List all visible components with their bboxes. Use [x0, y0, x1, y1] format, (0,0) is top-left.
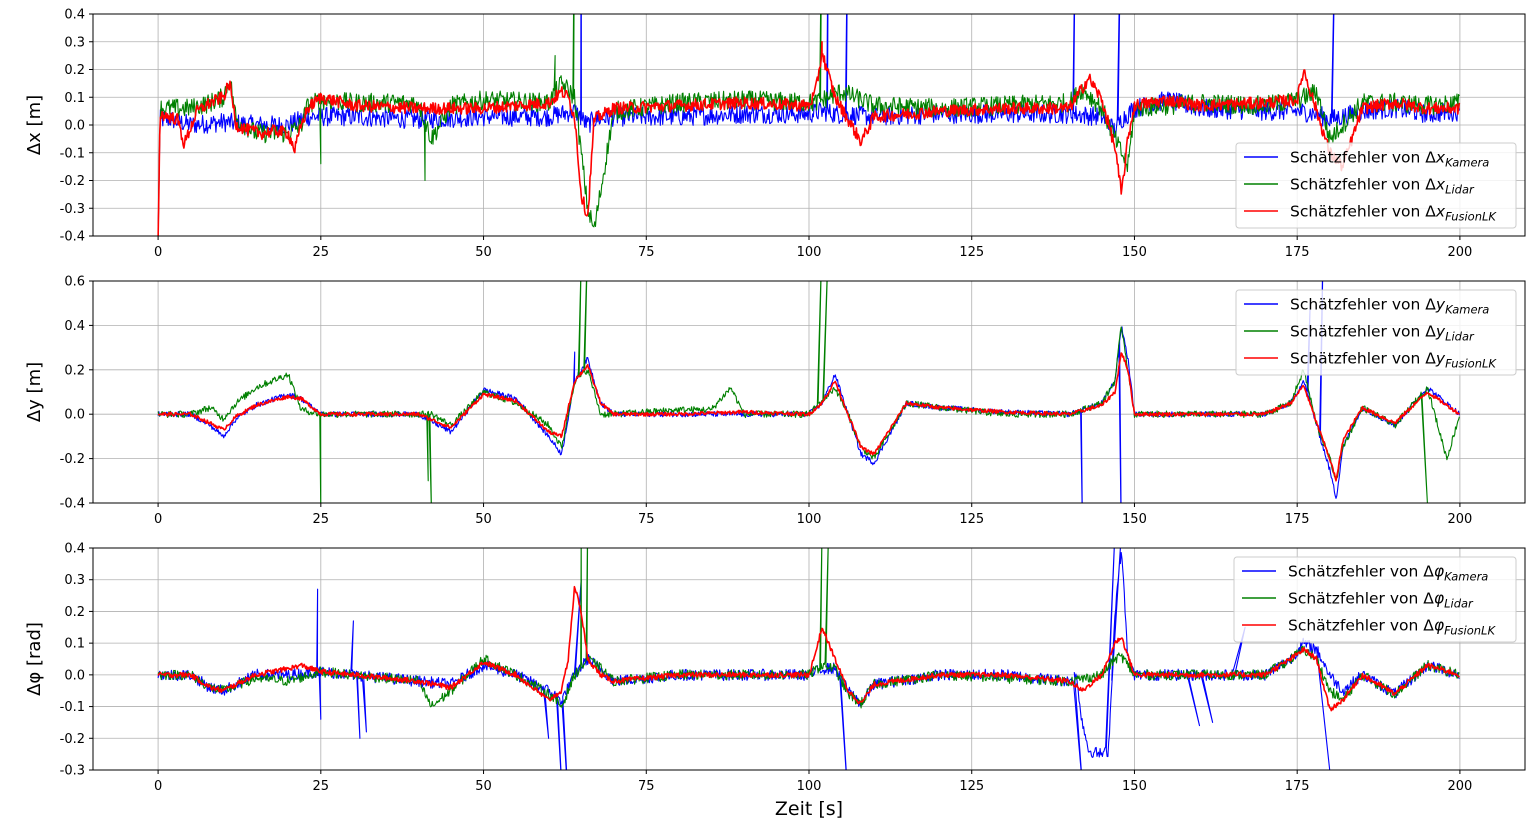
x-tick-label: 75: [638, 245, 655, 260]
legend: Schätzfehler von ΔyKamera Schätzfehler vo…: [1235, 289, 1517, 376]
y-tick-label: 0.0: [64, 408, 85, 423]
y-tick-label: -0.1: [60, 700, 85, 715]
legend-entry-lidar: Schätzfehler von ΔxLidar: [1290, 176, 1475, 197]
x-tick-label: 175: [1285, 779, 1310, 794]
x-tick-label: 150: [1122, 245, 1147, 260]
x-tick-label: 125: [959, 779, 984, 794]
x-tick-label: 150: [1122, 779, 1147, 794]
x-tick-label: 25: [313, 512, 330, 527]
x-tick-label: 200: [1447, 779, 1472, 794]
panel-2: 0 25 50 75 100 125 150 175 200 -0.4 -0.2 0.0 0.2 0.4 0…: [24, 275, 1526, 528]
legend-entry-lidar: Schätzfehler von ΔyLidar: [1290, 323, 1475, 344]
series-group: [157, 548, 1460, 770]
y-tick-label: 0.2: [64, 63, 85, 78]
y-tick-label: -0.4: [60, 497, 85, 512]
x-tick-label: 175: [1285, 512, 1310, 527]
legend-box: [1235, 289, 1517, 376]
x-tick-label: 125: [959, 245, 984, 260]
x-tick-label: 125: [959, 512, 984, 527]
series-group: [157, 281, 1460, 503]
y-tick-label: 0.0: [64, 668, 85, 683]
y-tick-label: 0.2: [64, 605, 85, 620]
series-group: [157, 14, 1461, 236]
legend-entry-kamera: Schätzfehler von ΔφKamera: [1288, 563, 1488, 584]
y-tick-label: -0.4: [60, 230, 85, 245]
series-line-kamera: [157, 14, 1460, 234]
y-tick-label: 0.4: [64, 8, 85, 23]
ticks: 0 25 50 75 100 125 150 175 200 -0.3 -0.2 -0.1 0.0 0.1…: [60, 542, 1473, 795]
x-tick-label: 100: [797, 245, 822, 260]
y-tick-label: 0.6: [64, 275, 85, 290]
y-tick-label: -0.2: [60, 452, 85, 467]
x-tick-label: 175: [1285, 245, 1310, 260]
y-tick-label: -0.2: [60, 174, 85, 189]
series-line-fusion: [157, 585, 1460, 712]
y-tick-label: -0.2: [60, 732, 85, 747]
legend-entry-fusion: Schätzfehler von ΔyFusionLK: [1290, 350, 1497, 371]
legend: Schätzfehler von ΔφKamera Schätzfehler vo…: [1233, 556, 1517, 643]
legend-entry-kamera: Schätzfehler von ΔyKamera: [1290, 296, 1489, 317]
x-tick-label: 50: [475, 245, 492, 260]
series-line-fusion: [157, 41, 1461, 236]
y-tick-label: 0.1: [64, 637, 85, 652]
x-tick-label: 25: [313, 779, 330, 794]
x-tick-label: 75: [638, 779, 655, 794]
x-tick-label: 50: [475, 512, 492, 527]
legend-entry-kamera: Schätzfehler von ΔxKamera: [1290, 149, 1489, 170]
y-tick-label: 0.2: [64, 363, 85, 378]
y-tick-label: 0.3: [64, 573, 85, 588]
legend: Schätzfehler von ΔxKamera Schätzfehler vo…: [1235, 142, 1517, 229]
x-tick-label: 25: [313, 245, 330, 260]
x-tick-label: 75: [638, 512, 655, 527]
x-tick-label: 200: [1447, 245, 1472, 260]
y-axis-label: Δφ [rad]: [24, 622, 45, 696]
x-tick-label: 100: [797, 512, 822, 527]
x-tick-label: 0: [154, 779, 162, 794]
y-tick-label: 0.0: [64, 119, 85, 134]
legend-entry-lidar: Schätzfehler von ΔφLidar: [1288, 590, 1474, 611]
y-tick-label: 0.4: [64, 319, 85, 334]
y-tick-label: -0.1: [60, 146, 85, 161]
series-line-fusion: [157, 352, 1460, 482]
panel-3: 0 25 50 75 100 125 150 175 200 -0.3 -0.2 -0.1 0.0 0.1…: [24, 542, 1526, 795]
y-axis-label: Δy [m]: [24, 362, 45, 422]
legend-box: [1235, 142, 1517, 229]
ticks: 0 25 50 75 100 125 150 175 200 -0.4 -0.3 -0.2 -0.1 0.…: [60, 8, 1473, 261]
legend-entry-fusion: Schätzfehler von ΔφFusionLK: [1288, 617, 1496, 638]
y-tick-label: 0.4: [64, 542, 85, 557]
x-axis-label: Zeit [s]: [775, 798, 843, 820]
x-tick-label: 50: [475, 779, 492, 794]
y-axis-label: Δx [m]: [24, 95, 45, 155]
x-tick-label: 0: [154, 512, 162, 527]
y-tick-label: 0.3: [64, 35, 85, 50]
legend-box: [1233, 556, 1517, 643]
y-tick-label: 0.1: [64, 91, 85, 106]
ticks: 0 25 50 75 100 125 150 175 200 -0.4 -0.2 0.0 0.2 0.4 0…: [60, 275, 1473, 528]
y-tick-label: -0.3: [60, 764, 85, 779]
panel-1: 0 25 50 75 100 125 150 175 200 -0.4 -0.3 -0.2 -0.1 0.…: [24, 8, 1526, 261]
x-tick-label: 0: [154, 245, 162, 260]
x-tick-label: 150: [1122, 512, 1147, 527]
x-tick-label: 100: [797, 779, 822, 794]
x-tick-label: 200: [1447, 512, 1472, 527]
legend-entry-fusion: Schätzfehler von ΔxFusionLK: [1290, 203, 1497, 224]
y-tick-label: -0.3: [60, 202, 85, 217]
